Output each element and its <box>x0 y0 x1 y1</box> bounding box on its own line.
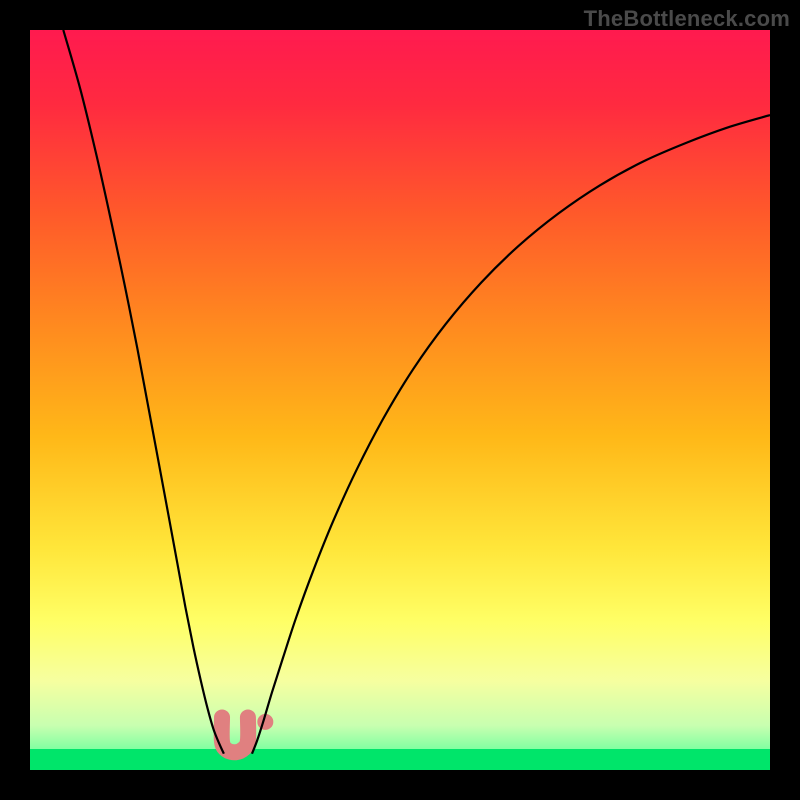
watermark-text: TheBottleneck.com <box>584 6 790 32</box>
curve-left-branch <box>63 30 224 754</box>
marker-u-shape <box>222 717 249 752</box>
chart-frame: TheBottleneck.com <box>0 0 800 800</box>
plot-area <box>30 30 770 770</box>
curve-layer <box>30 30 770 770</box>
curve-right-branch <box>252 115 770 754</box>
